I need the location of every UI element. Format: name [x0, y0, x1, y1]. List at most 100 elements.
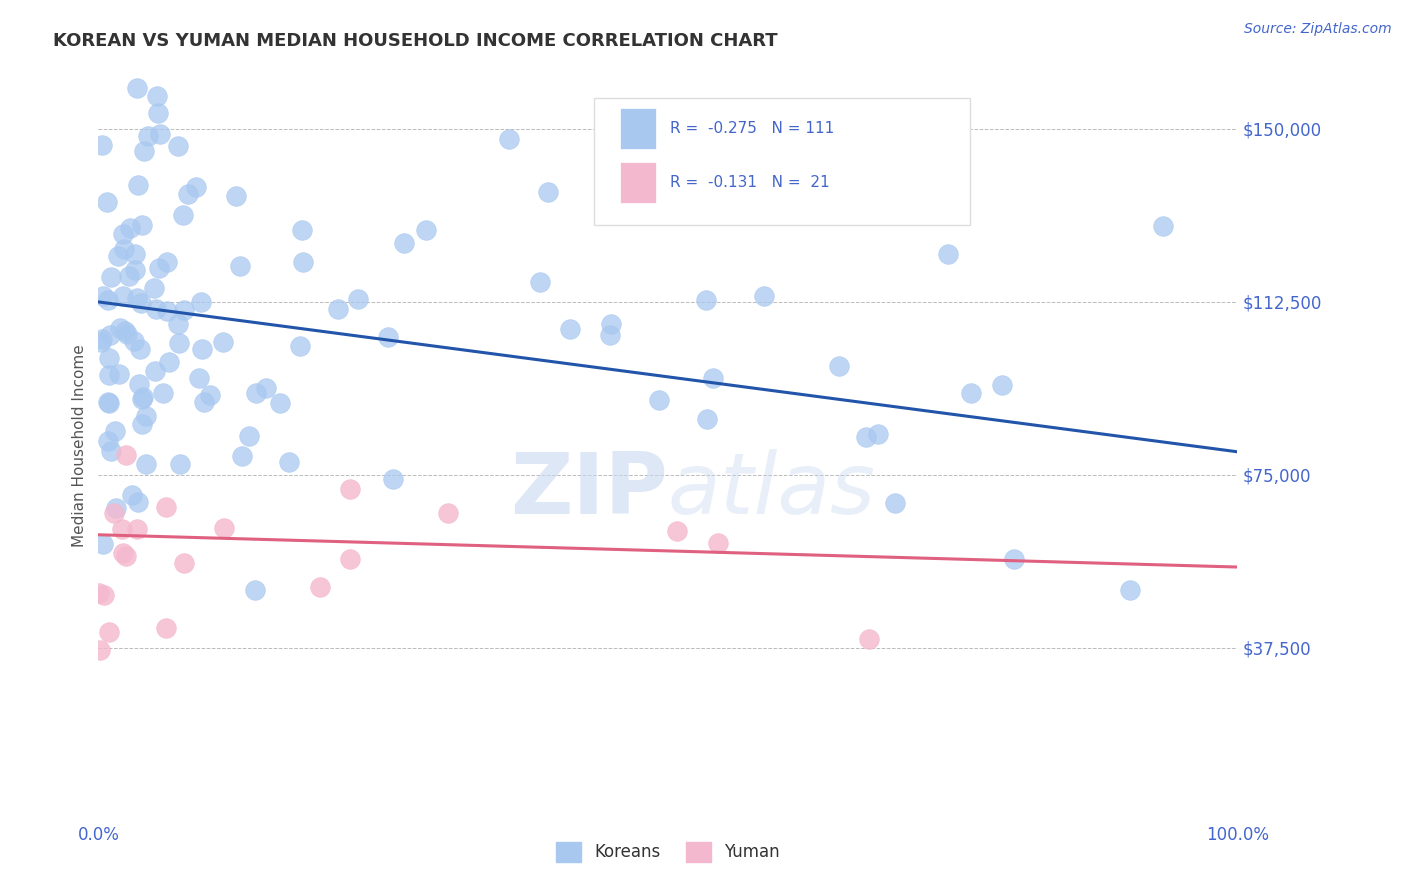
Point [173, 302, 195, 317]
Point [599, 328, 621, 343]
Point [254, 381, 277, 395]
Point [665, 524, 688, 538]
Point [654, 190, 676, 204]
Point [89, 643, 111, 657]
Point [212, 521, 235, 535]
FancyBboxPatch shape [593, 97, 970, 225]
Bar [620, 108, 657, 149]
Point [87, 586, 110, 600]
Point [149, 127, 172, 141]
Point [936, 247, 959, 261]
Point [148, 261, 170, 276]
Point [392, 236, 415, 251]
Point [291, 254, 314, 268]
Point [855, 430, 877, 444]
Point [120, 220, 142, 235]
Point [537, 185, 560, 199]
Text: R =  -0.131   N =  21: R = -0.131 N = 21 [671, 175, 830, 190]
Point [156, 255, 179, 269]
Point [868, 426, 890, 441]
Point [346, 292, 368, 306]
Point [112, 289, 135, 303]
Point [245, 583, 267, 598]
Point [415, 223, 437, 237]
Point [188, 370, 211, 384]
Point [117, 268, 139, 283]
Point [98, 395, 121, 409]
Point [696, 412, 718, 426]
Point [124, 246, 146, 260]
Point [600, 317, 623, 331]
Point [100, 327, 122, 342]
Point [225, 188, 247, 202]
Point [145, 89, 167, 103]
Point [339, 482, 361, 496]
Point [90, 334, 112, 349]
Point [97, 395, 120, 409]
Point [114, 549, 136, 563]
Text: KOREAN VS YUMAN MEDIAN HOUSEHOLD INCOME CORRELATION CHART: KOREAN VS YUMAN MEDIAN HOUSEHOLD INCOME … [53, 32, 778, 50]
Point [108, 321, 131, 335]
Text: R =  -0.275   N = 111: R = -0.275 N = 111 [671, 121, 834, 136]
Point [186, 180, 208, 194]
Point [104, 424, 127, 438]
Point [136, 129, 159, 144]
Point [100, 270, 122, 285]
Point [166, 317, 188, 331]
Point [127, 291, 149, 305]
Point [124, 263, 146, 277]
Point [707, 536, 730, 550]
Point [127, 178, 149, 192]
Point [381, 472, 404, 486]
Point [828, 359, 851, 374]
Point [122, 334, 145, 348]
Point [157, 355, 180, 369]
Point [883, 496, 905, 510]
Point [166, 139, 188, 153]
Point [127, 80, 149, 95]
Point [121, 487, 143, 501]
Point [112, 545, 135, 559]
Point [558, 321, 581, 335]
Point [129, 296, 152, 310]
Point [754, 289, 776, 303]
Point [100, 443, 122, 458]
Point [127, 495, 149, 509]
Point [190, 342, 212, 356]
Point [648, 392, 671, 407]
Point [125, 522, 148, 536]
Point [135, 409, 157, 423]
Point [231, 449, 253, 463]
Point [245, 386, 267, 401]
Point [112, 227, 135, 242]
Point [97, 434, 120, 449]
Point [152, 386, 174, 401]
Point [702, 370, 724, 384]
Point [132, 144, 155, 158]
Point [339, 552, 361, 566]
Point [128, 376, 150, 391]
Point [145, 302, 167, 317]
Point [291, 223, 314, 237]
Point [269, 396, 291, 410]
Text: atlas: atlas [668, 450, 876, 533]
Point [437, 506, 460, 520]
Point [90, 138, 112, 153]
Point [238, 429, 260, 443]
Point [288, 339, 311, 353]
Point [991, 377, 1014, 392]
Point [156, 304, 179, 318]
Point [960, 385, 983, 400]
Point [97, 625, 120, 640]
Point [135, 458, 157, 472]
Point [172, 208, 194, 222]
Point [131, 218, 153, 232]
Text: Source: ZipAtlas.com: Source: ZipAtlas.com [1244, 22, 1392, 37]
Point [498, 131, 520, 145]
Point [1004, 551, 1026, 566]
Point [98, 351, 121, 365]
Point [115, 448, 138, 462]
Point [169, 457, 191, 471]
Point [858, 632, 880, 647]
Point [132, 390, 155, 404]
